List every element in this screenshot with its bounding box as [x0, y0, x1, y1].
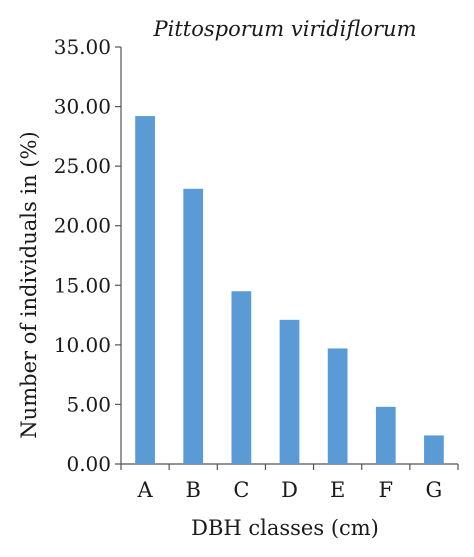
x-tick-label: A — [136, 478, 153, 502]
bar-D — [279, 319, 300, 464]
x-tick-label: B — [185, 478, 200, 502]
chart-title: Pittosporum viridiflorum — [152, 17, 416, 41]
y-tick-label: 20.00 — [54, 214, 111, 238]
bar-C — [231, 291, 252, 464]
y-axis: 0.00 5.00 10.00 15.00 20.00 25.00 30.00 35.00 — [54, 35, 122, 476]
x-tick-label: C — [233, 478, 249, 502]
bar-B — [183, 188, 204, 464]
x-tick-label: G — [426, 478, 443, 502]
y-tick-label: 30.00 — [54, 95, 111, 119]
bar-A — [135, 116, 155, 464]
y-tick-label: 15.00 — [54, 273, 111, 297]
x-tick-label: F — [378, 478, 393, 502]
y-tick-label: 0.00 — [66, 452, 111, 476]
bar-G — [424, 435, 444, 464]
y-tick-label: 35.00 — [54, 35, 111, 59]
y-axis-title: Number of individuals in (%) — [17, 131, 41, 438]
bar-F — [375, 406, 396, 464]
bar-E — [327, 348, 348, 464]
bar-series — [135, 116, 444, 464]
x-axis-title: DBH classes (cm) — [191, 516, 379, 540]
y-tick-label: 10.00 — [54, 333, 111, 357]
y-tick-label: 25.00 — [54, 154, 111, 178]
y-tick-label: 5.00 — [66, 392, 111, 416]
x-axis: A B C D E F G — [120, 463, 459, 502]
x-tick-label: E — [330, 478, 345, 502]
x-tick-label: D — [281, 478, 298, 502]
